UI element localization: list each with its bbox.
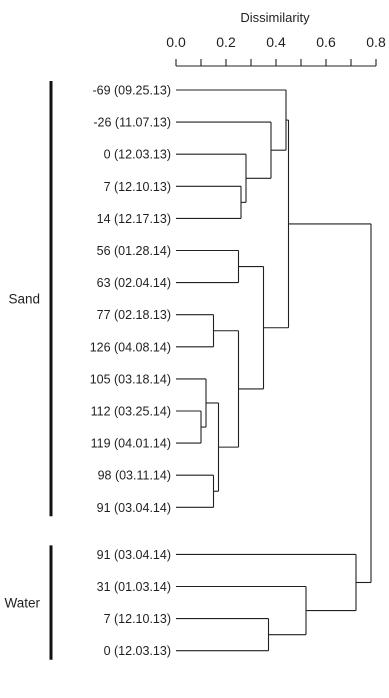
leaf-label: 91 (03.04.14) [97, 501, 171, 515]
leaf-labels: -69 (09.25.13) -26 (11.07.13) 0 (12.03.13)… [90, 84, 171, 659]
axis-title: Dissimilarity [240, 10, 310, 25]
leaf-label: 105 (03.18.14) [90, 372, 171, 386]
group-label: Sand [8, 292, 40, 307]
group-label: Water [4, 596, 40, 611]
tree-links [176, 89, 372, 652]
leaf-label: 119 (04.01.14) [91, 437, 171, 451]
leaf-label: 31 (01.03.14) [97, 580, 171, 594]
tick-label: 0.4 [266, 34, 286, 50]
tick-label: 0.2 [216, 34, 236, 50]
tick-label: 0.0 [166, 34, 186, 50]
tick-label: 0.8 [366, 34, 386, 50]
leaf-label: 7 (12.10.13) [104, 612, 171, 626]
leaf-label: 98 (03.11.14) [98, 469, 171, 483]
leaf-label: -69 (09.25.13) [92, 84, 171, 98]
group-brackets: Sand Water [4, 81, 53, 660]
leaf-label: 112 (03.25.14) [91, 405, 171, 419]
leaf-label: 14 (12.17.13) [97, 212, 171, 226]
leaf-label: 0 (12.03.13) [104, 644, 171, 658]
leaf-label: -26 (11.07.13) [93, 116, 171, 130]
leaf-label: 56 (01.28.14) [97, 244, 171, 258]
leaf-label: 7 (12.10.13) [104, 180, 171, 194]
leaf-label: 77 (02.18.13) [97, 308, 171, 322]
leaf-label: 126 (04.08.14) [90, 340, 171, 354]
x-axis: 0.0 0.2 0.4 0.6 0.8 [166, 34, 386, 67]
leaf-label: 0 (12.03.13) [104, 148, 171, 162]
tick-label: 0.6 [316, 34, 336, 50]
leaf-label: 91 (03.04.14) [97, 548, 171, 562]
leaf-label: 63 (02.04.14) [97, 276, 171, 290]
